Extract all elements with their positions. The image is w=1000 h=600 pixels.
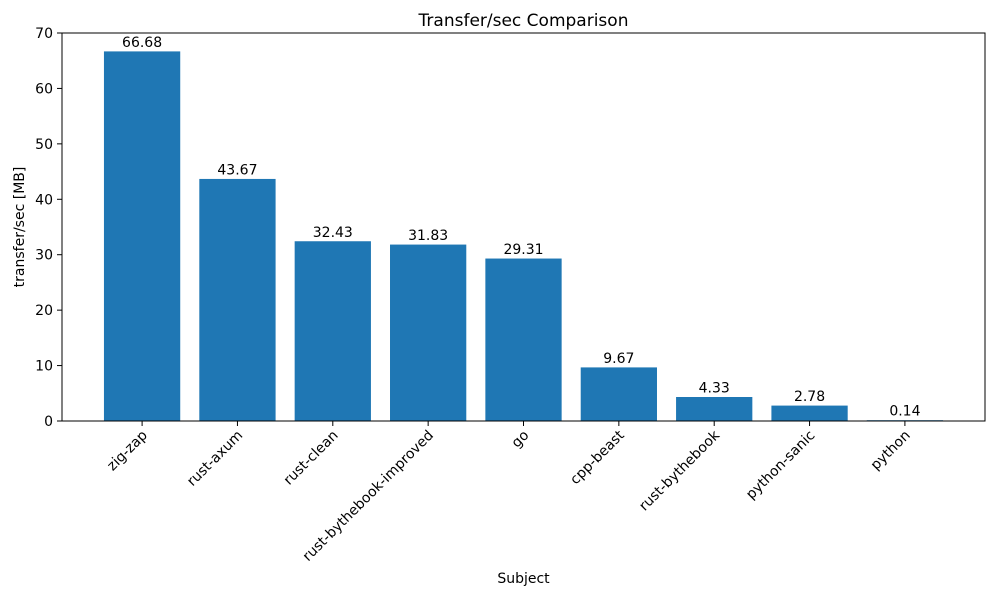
x-tick-label: python-sanic (743, 428, 818, 503)
bar-value-label: 29.31 (503, 242, 543, 258)
y-tick-label: 70 (35, 26, 53, 42)
bar-rust-bythebook (676, 397, 753, 421)
bar-value-label: 0.14 (889, 404, 920, 420)
bar-value-label: 4.33 (699, 381, 730, 397)
y-tick-label: 50 (35, 137, 53, 153)
bar-rust-clean (294, 241, 371, 421)
bar-value-label: 66.68 (122, 35, 162, 51)
x-tick-label: go (509, 428, 533, 452)
x-tick-label: rust-bythebook (636, 427, 723, 514)
bar-value-label: 43.67 (217, 162, 257, 178)
y-tick-label: 30 (35, 248, 53, 264)
bar-python-sanic (771, 405, 848, 421)
x-tick-label: zig-zap (104, 427, 151, 474)
x-tick-label: rust-axum (184, 428, 246, 490)
bar-zig-zap (103, 51, 181, 422)
bar-value-label: 32.43 (313, 225, 353, 241)
y-tick-label: 0 (44, 414, 53, 430)
bar-value-label: 31.83 (408, 228, 448, 244)
chart-title: Transfer/sec Comparison (418, 11, 629, 31)
x-axis-label: Subject (497, 571, 550, 587)
y-tick-label: 10 (35, 359, 53, 375)
bar-cpp-beast (580, 367, 657, 421)
bar-rust-bythebook-improved (390, 244, 467, 421)
y-axis-label: transfer/sec [MB] (12, 167, 28, 288)
x-tick-label: python (868, 428, 914, 474)
bar-go (485, 258, 562, 421)
bar-rust-axum (199, 178, 276, 421)
y-tick-label: 60 (35, 81, 53, 97)
x-tick-label: rust-clean (281, 428, 342, 489)
y-tick-label: 20 (35, 303, 53, 319)
y-tick-label: 40 (35, 192, 53, 208)
bar-value-label: 2.78 (794, 389, 825, 405)
bar-value-label: 9.67 (603, 351, 634, 367)
x-tick-label: cpp-beast (567, 427, 628, 488)
